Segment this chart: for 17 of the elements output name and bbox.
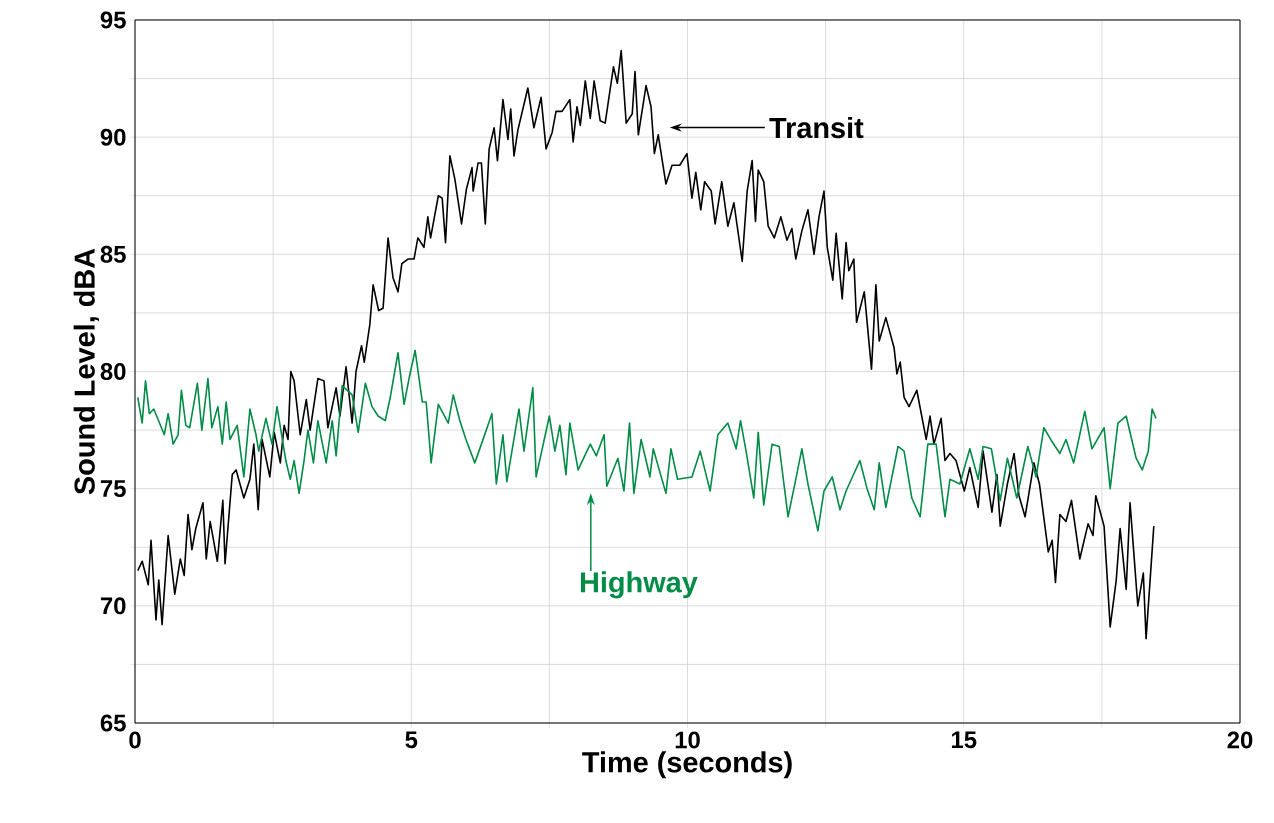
annotation: Transit [769, 116, 864, 139]
y-tick-label: 75 [100, 480, 126, 498]
y-tick-label: 85 [100, 245, 126, 263]
x-tick-label: 20 [1227, 731, 1253, 749]
annotation: Highway [580, 571, 698, 599]
y-tick-label: 95 [100, 11, 126, 29]
x-tick-label: 5 [405, 731, 418, 749]
line-series [136, 349, 1157, 532]
x-tick-label: 0 [129, 731, 141, 749]
y-tick-label: 80 [100, 363, 126, 380]
x-axis-title: Time (seconds) [582, 751, 792, 779]
y-tick-label: 70 [100, 597, 126, 615]
y-tick-label: 90 [100, 128, 126, 146]
y-tick-label: 65 [100, 714, 126, 732]
x-tick-label: 10 [675, 731, 700, 749]
y-axis-title: Sound Level, dBA [73, 248, 100, 495]
x-tick-label: 15 [951, 731, 977, 749]
